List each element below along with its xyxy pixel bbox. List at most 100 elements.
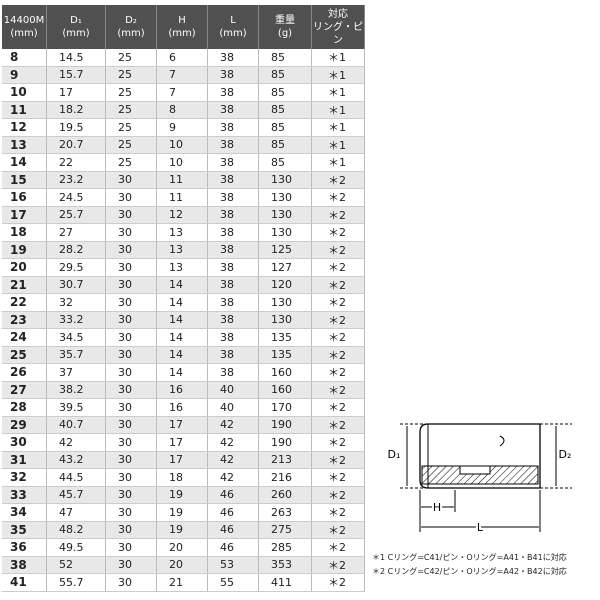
table-row: 32 44.5 30 18 42 216 ＊2 bbox=[2, 468, 365, 487]
cell: ＊1 bbox=[311, 101, 365, 119]
cell: 30 bbox=[105, 276, 157, 294]
cell: 38 bbox=[207, 346, 259, 364]
table-row: 14 22 25 10 38 85 ＊1 bbox=[2, 153, 365, 172]
cell: 49.5 bbox=[46, 538, 106, 557]
cell: 40 bbox=[207, 381, 259, 399]
cell: 42 bbox=[46, 433, 106, 452]
cell: 216 bbox=[258, 468, 312, 487]
h-label: H bbox=[433, 501, 441, 514]
cell: 18.2 bbox=[46, 101, 106, 119]
size-cell: 22 bbox=[2, 293, 47, 312]
size-cell: 21 bbox=[2, 276, 47, 294]
cell: ＊2 bbox=[311, 206, 365, 224]
table-row: 36 49.5 30 20 46 285 ＊2 bbox=[2, 538, 365, 557]
cell: 46 bbox=[207, 521, 259, 539]
size-cell: 14 bbox=[2, 153, 47, 172]
cell: 16 bbox=[156, 398, 208, 417]
cell: 16 bbox=[156, 381, 208, 399]
cell: 19 bbox=[156, 503, 208, 522]
cell: ＊1 bbox=[311, 49, 365, 67]
cell: 127 bbox=[258, 258, 312, 277]
cell: 30 bbox=[105, 223, 157, 242]
note: ＊1 Cリング=C41/ピン・Oリング=A41・B41に対応 bbox=[372, 553, 567, 562]
cell: 30 bbox=[105, 346, 157, 364]
cell: 14 bbox=[156, 363, 208, 382]
note: ＊2 Cリング=C42/ピン・Oリング=A42・B42に対応 bbox=[372, 567, 567, 576]
cell: 8 bbox=[156, 101, 208, 119]
cell: ＊2 bbox=[311, 573, 365, 592]
cell: 38 bbox=[207, 206, 259, 224]
table-row: 23 33.2 30 14 38 130 ＊2 bbox=[2, 311, 365, 329]
cell: 135 bbox=[258, 328, 312, 347]
table-row: 41 55.7 30 21 55 411 ＊2 bbox=[2, 573, 365, 592]
size-cell: 8 bbox=[2, 49, 47, 67]
cell: 47 bbox=[46, 503, 106, 522]
cell: 130 bbox=[258, 311, 312, 329]
size-cell: 12 bbox=[2, 118, 47, 137]
cell: ＊2 bbox=[311, 486, 365, 504]
cell: 38 bbox=[207, 363, 259, 382]
size-cell: 18 bbox=[2, 223, 47, 242]
cell: 55.7 bbox=[46, 573, 106, 592]
cell: ＊2 bbox=[311, 241, 365, 259]
cell: 38 bbox=[207, 188, 259, 207]
cell: ＊2 bbox=[311, 503, 365, 522]
cell: 130 bbox=[258, 223, 312, 242]
table-row: 27 38.2 30 16 40 160 ＊2 bbox=[2, 381, 365, 399]
d2-label: D₂ bbox=[559, 448, 572, 461]
cell: 38 bbox=[207, 66, 259, 84]
cell: 9 bbox=[156, 118, 208, 137]
cell: 17 bbox=[156, 433, 208, 452]
cell: 85 bbox=[258, 66, 312, 84]
cell: 42 bbox=[207, 416, 259, 434]
cell: 30.7 bbox=[46, 276, 106, 294]
cell: 85 bbox=[258, 153, 312, 172]
table-row: 9 15.7 25 7 38 85 ＊1 bbox=[2, 66, 365, 84]
header-text: H bbox=[178, 15, 186, 26]
size-cell: 30 bbox=[2, 433, 47, 452]
cell: 38.2 bbox=[46, 381, 106, 399]
header-text: (mm) bbox=[168, 28, 196, 39]
cell: 30 bbox=[105, 486, 157, 504]
cell: 38 bbox=[207, 328, 259, 347]
table-row: 30 42 30 17 42 190 ＊2 bbox=[2, 433, 365, 452]
cell: 353 bbox=[258, 556, 312, 574]
d1-label: D₁ bbox=[388, 448, 401, 461]
table-row: 12 19.5 25 9 38 85 ＊1 bbox=[2, 118, 365, 137]
cell: 30 bbox=[105, 451, 157, 469]
cell: 85 bbox=[258, 136, 312, 154]
cell: 30 bbox=[105, 433, 157, 452]
size-cell: 33 bbox=[2, 486, 47, 504]
cell: 15.7 bbox=[46, 66, 106, 84]
cell: 190 bbox=[258, 433, 312, 452]
cell: ＊2 bbox=[311, 521, 365, 539]
cell: 30 bbox=[105, 311, 157, 329]
cell: 19 bbox=[156, 521, 208, 539]
size-cell: 28 bbox=[2, 398, 47, 417]
size-cell: 31 bbox=[2, 451, 47, 469]
size-cell: 25 bbox=[2, 346, 47, 364]
header-cell: 重量 (g) bbox=[258, 5, 312, 49]
cell: 125 bbox=[258, 241, 312, 259]
cell: 14.5 bbox=[46, 49, 106, 67]
cell: 38 bbox=[207, 153, 259, 172]
cell: 30 bbox=[105, 556, 157, 574]
table-row: 20 29.5 30 13 38 127 ＊2 bbox=[2, 258, 365, 277]
table-row: 8 14.5 25 6 38 85 ＊1 bbox=[2, 49, 365, 67]
cell: 34.5 bbox=[46, 328, 106, 347]
cell: 30 bbox=[105, 171, 157, 189]
header-text: 重量 bbox=[275, 15, 295, 26]
spec-table: 14400M (mm) D₁ (mm) D₂ (mm) H (mm) L (mm) 重量 (g) 対応リ… bbox=[2, 5, 365, 592]
cell: 38 bbox=[207, 241, 259, 259]
header-cell: L (mm) bbox=[207, 5, 259, 49]
table-row: 17 25.7 30 12 38 130 ＊2 bbox=[2, 206, 365, 224]
cell: 38 bbox=[207, 293, 259, 312]
cell: ＊1 bbox=[311, 66, 365, 84]
cell: 46 bbox=[207, 538, 259, 557]
cell: 27 bbox=[46, 223, 106, 242]
cell: 19 bbox=[156, 486, 208, 504]
cell: 85 bbox=[258, 118, 312, 137]
cell: 7 bbox=[156, 83, 208, 102]
cell: 12 bbox=[156, 206, 208, 224]
